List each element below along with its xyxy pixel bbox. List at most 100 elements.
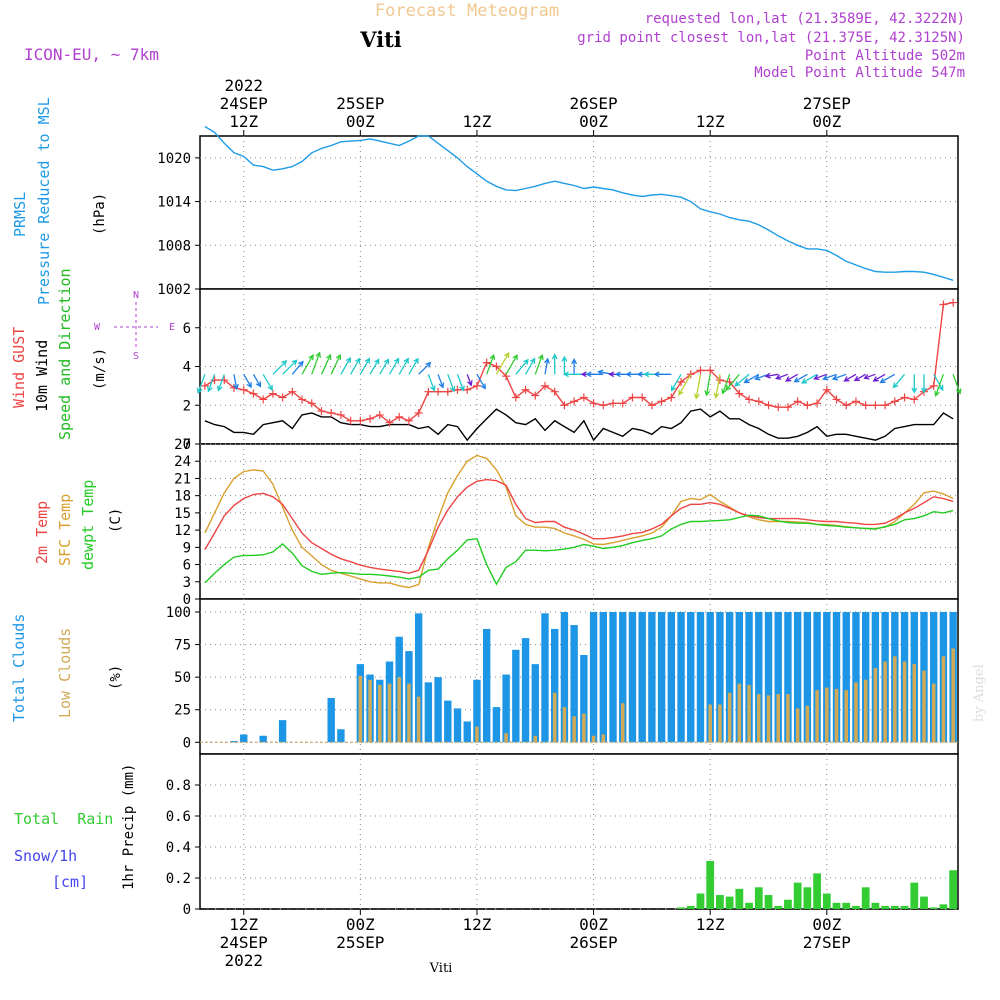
gust-point [890, 397, 899, 406]
gust-point [667, 393, 676, 402]
gridpoint-coords: grid point closest lon,lat (21.375E, 42.… [577, 30, 965, 46]
total-cloud-bar [453, 708, 462, 743]
gust-point [453, 385, 462, 394]
rain-bar [774, 905, 783, 909]
total-cloud-bar [609, 612, 617, 743]
precip-panel: 0 0.2 0.4 0.6 0.8 [166, 753, 959, 918]
precip-label-rain: Total Rain [14, 810, 113, 828]
total-cloud-bar [638, 612, 646, 743]
total-cloud-bar [521, 638, 530, 743]
cloud-ytick-label: 100 [166, 605, 191, 621]
wind-dir-arrow [872, 373, 886, 382]
chart-title: Forecast Meteogram [375, 1, 559, 21]
cloud-unit: (%) [108, 665, 124, 690]
gust-point [579, 393, 588, 402]
low-cloud-bar [902, 661, 907, 743]
gust-point [929, 381, 938, 390]
wind-dir-arrow [713, 374, 721, 399]
total-cloud-bar [852, 612, 860, 743]
wind-dir-arrow [544, 357, 550, 375]
compass-east: E [169, 322, 175, 333]
low-cloud-bar [416, 696, 421, 743]
gust-point [540, 381, 549, 390]
rain-bar [910, 882, 919, 909]
gust-point [239, 385, 248, 394]
low-cloud-bar [795, 708, 800, 743]
time-label-top: 26SEP [569, 94, 617, 113]
gust-point [249, 389, 258, 398]
rain-bar [754, 887, 763, 909]
wind-unit: (m/s) [92, 348, 108, 390]
rain-bar [861, 887, 870, 909]
low-cloud-bar [834, 688, 839, 743]
gust-point [609, 399, 618, 408]
wind-dir-arrow [743, 373, 760, 384]
temp-ytick-label: 9 [183, 540, 191, 556]
wind-dir-arrow [693, 374, 702, 400]
wind-dir-arrow [505, 354, 518, 375]
time-label-bottom: 24SEP [220, 933, 268, 952]
time-label-top: 00Z [812, 112, 841, 131]
time-label-top: 12Z [463, 112, 492, 131]
total-cloud-bar [570, 625, 578, 743]
wind-frame [199, 288, 959, 445]
gust-point [783, 403, 792, 412]
time-label-bottom: 26SEP [569, 933, 617, 952]
gust-point [803, 401, 812, 410]
wind-dir-arrow [653, 371, 672, 378]
cloud-ytick-label: 25 [174, 703, 191, 719]
wind-dir-arrow [775, 373, 789, 380]
low-cloud-bar [815, 690, 819, 743]
rain-bar [842, 902, 851, 909]
wind-dir-arrow [330, 353, 342, 375]
pressure-frame [199, 135, 959, 290]
wind-dir-arrow [340, 356, 351, 375]
gust-point [832, 395, 841, 404]
gust-point [366, 414, 375, 423]
total-cloud-bar [745, 612, 753, 743]
temp-ytick-label: 21 [174, 471, 191, 487]
low-cloud-bar [747, 684, 751, 743]
gust-point [472, 381, 481, 390]
gust-point [570, 397, 579, 406]
wind-dir-arrow [311, 351, 321, 375]
gust-point [774, 403, 783, 412]
cloud-labels: Total Clouds Low Clouds (%) [10, 614, 124, 722]
wind-dir-arrow [217, 374, 225, 392]
gust-point [910, 395, 919, 404]
wind-dir-arrow [427, 374, 436, 392]
wind-dir-arrow [843, 373, 857, 382]
temp-ytick-label: 0 [183, 592, 191, 608]
wind-dir-arrow [921, 374, 927, 394]
total-cloud-bar [755, 612, 763, 743]
requested-coords: requested lon,lat (21.3589E, 42.3222N) [645, 11, 965, 27]
low-cloud-bar [863, 679, 868, 743]
gust-point [813, 399, 822, 408]
wind-dir-arrow [207, 374, 216, 393]
total-cloud-bar [657, 612, 666, 743]
rain-bar [696, 893, 705, 909]
wind-dir-arrow [456, 374, 465, 392]
model-label: ICON-EU, ~ 7km [24, 45, 159, 64]
precip-ytick-label: 0.6 [166, 809, 191, 825]
compass-north: N [133, 290, 139, 301]
rain-bar [793, 882, 802, 909]
total-cloud-bar [492, 707, 501, 743]
gust-point [599, 401, 608, 410]
rain-bar [929, 907, 938, 909]
rain-bar [764, 895, 773, 909]
cloud-panel: 0 25 50 75 100 [166, 598, 959, 755]
total-cloud-bar [803, 612, 812, 743]
total-cloud-bar [327, 697, 335, 743]
wind-label-gust: Wind GUST [10, 327, 28, 408]
wind-dir-arrow [911, 374, 918, 394]
rain-bar [852, 905, 860, 909]
plot-layer: 1002100810141020024603691215182124270255… [157, 76, 962, 970]
rain-bar [813, 873, 821, 909]
wind-dir-arrow [350, 357, 361, 375]
rain-bar [871, 902, 880, 909]
total-cloud-bar [861, 612, 870, 743]
wind-dir-arrow [892, 373, 906, 389]
gust-point [307, 399, 316, 408]
